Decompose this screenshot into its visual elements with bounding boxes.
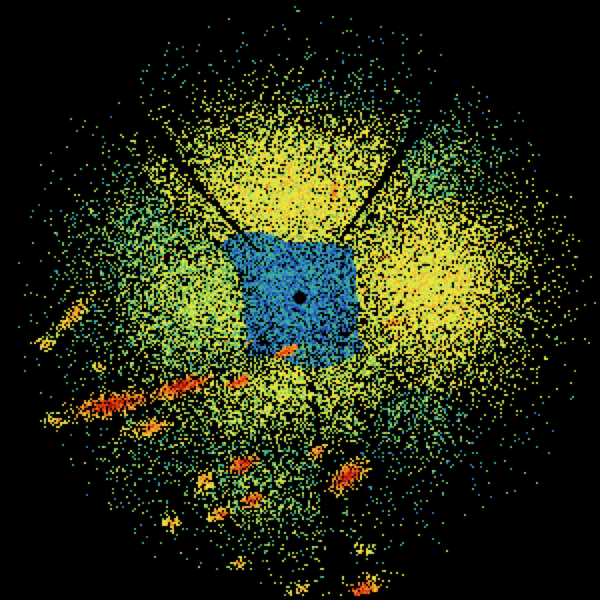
weather-radar-display	[0, 0, 600, 600]
radar-ppi-canvas	[0, 0, 600, 600]
